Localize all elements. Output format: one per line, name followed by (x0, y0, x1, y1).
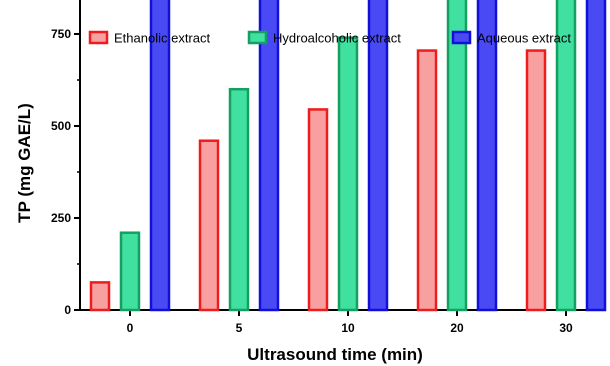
bars (89, 0, 607, 312)
x-axis-title: Ultrasound time (min) (247, 345, 423, 364)
bar (367, 0, 389, 312)
y-tick-label: 0 (64, 303, 71, 317)
x-tick-label: 30 (559, 321, 573, 335)
bar (89, 281, 111, 312)
legend: Ethanolic extract Hydroalcoholic extract A… (88, 30, 571, 46)
legend-label: Ethanolic extract (114, 31, 210, 46)
legend-label: Aqueous extract (477, 31, 571, 46)
y-axis: 0250500750100012501500 (51, 0, 81, 317)
bar (416, 49, 438, 312)
bar (198, 139, 220, 312)
bar (555, 0, 577, 312)
x-tick-label: 10 (341, 321, 355, 335)
bar (258, 0, 280, 312)
bar (525, 49, 547, 312)
x-axis: 0 5 10 20 30 (80, 309, 604, 335)
legend-swatch (247, 30, 268, 45)
bar (585, 0, 607, 312)
bar (337, 36, 359, 312)
bar (446, 0, 468, 312)
bar (119, 231, 141, 312)
legend-swatch (451, 30, 472, 45)
legend-swatch (88, 30, 109, 45)
y-tick-label: 250 (51, 211, 71, 225)
bar (476, 0, 498, 312)
y-axis-title: TP (mg GAE/L) (15, 103, 34, 223)
y-tick-label: 750 (51, 27, 71, 41)
bar (228, 87, 250, 312)
y-tick-label: 500 (51, 119, 71, 133)
bar (149, 0, 171, 312)
x-tick-label: 5 (236, 321, 243, 335)
legend-label: Hydroalcoholic extract (273, 31, 401, 46)
x-tick-label: 20 (450, 321, 464, 335)
x-tick-label: 0 (127, 321, 134, 335)
bar (307, 108, 329, 312)
